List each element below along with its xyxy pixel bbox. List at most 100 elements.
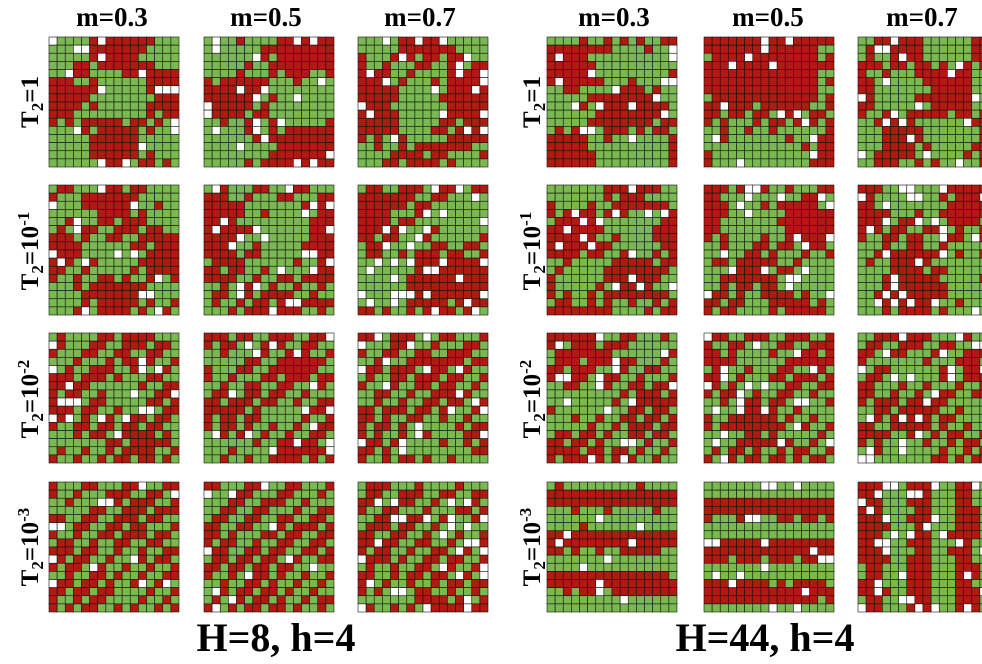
lattice-cell — [793, 306, 802, 316]
lattice-cell — [138, 93, 147, 103]
lattice-cell — [252, 522, 262, 532]
lattice-cell — [768, 36, 778, 46]
lattice-cell — [64, 44, 74, 54]
lattice-cell — [652, 93, 662, 103]
lattice-cell — [793, 241, 802, 251]
lattice-cell — [817, 36, 827, 46]
lattice-cell — [203, 233, 213, 243]
lattice-cell — [73, 389, 82, 399]
lattice-cell — [760, 241, 770, 251]
lattice-cell — [48, 200, 58, 210]
lattice-cell — [113, 192, 123, 202]
lattice-cell — [979, 200, 982, 210]
lattice-cell — [793, 209, 802, 218]
lattice-cell — [97, 158, 107, 168]
lattice-cell — [873, 85, 883, 95]
lattice-cell — [73, 257, 82, 267]
lattice-cell — [571, 200, 580, 210]
lattice-cell — [81, 438, 90, 448]
lattice-cell — [301, 142, 310, 152]
lattice-cell — [382, 389, 391, 399]
lattice-cell — [170, 438, 180, 448]
lattice-cell — [252, 546, 262, 556]
lattice-cell — [963, 85, 973, 95]
lattice-cell — [619, 397, 629, 407]
lattice-cell — [455, 603, 464, 613]
lattice-cell — [793, 61, 802, 70]
lattice-cell — [357, 298, 367, 308]
lattice-cell — [587, 454, 597, 464]
lattice-cell — [619, 217, 629, 226]
lattice-cell — [301, 595, 310, 605]
lattice-cell — [105, 587, 115, 597]
lattice-cell — [317, 184, 327, 194]
lattice-cell — [825, 85, 835, 95]
lattice-cell — [293, 184, 302, 194]
lattice-cell — [719, 290, 729, 300]
lattice-cell — [146, 357, 155, 366]
lattice-cell — [211, 554, 221, 564]
lattice-cell — [129, 200, 139, 210]
lattice-cell — [373, 184, 383, 194]
lattice-cell — [906, 36, 916, 46]
lattice-snapshot — [546, 332, 678, 464]
lattice-cell — [603, 225, 613, 235]
lattice-cell — [113, 546, 123, 556]
lattice-cell — [595, 200, 605, 210]
lattice-cell — [260, 497, 270, 507]
lattice-cell — [817, 373, 827, 383]
lattice-cell — [890, 282, 899, 291]
lattice-cell — [471, 274, 481, 283]
lattice-cell — [89, 85, 99, 95]
lattice-cell — [668, 413, 678, 423]
lattice-cell — [309, 192, 319, 202]
lattice-cell — [627, 101, 637, 111]
lattice-cell — [219, 158, 229, 168]
lattice-cell — [471, 481, 481, 491]
lattice-cell — [48, 158, 58, 168]
lattice-cell — [660, 184, 670, 194]
lattice-cell — [865, 126, 875, 135]
lattice-cell — [579, 438, 588, 448]
lattice-cell — [89, 554, 99, 564]
lattice-cell — [146, 142, 155, 152]
lattice-cell — [611, 69, 621, 78]
lattice-cell — [471, 265, 481, 275]
lattice-cell — [309, 562, 319, 572]
lattice-cell — [105, 571, 115, 580]
lattice-cell — [447, 265, 456, 275]
lattice-cell — [236, 446, 245, 456]
lattice-cell — [73, 562, 82, 572]
lattice-cell — [301, 489, 310, 499]
lattice-cell — [719, 225, 729, 235]
lattice-cell — [430, 306, 440, 316]
lattice-cell — [113, 306, 123, 316]
lattice-cell — [865, 101, 875, 111]
lattice-cell — [619, 150, 629, 160]
lattice-cell — [56, 405, 66, 415]
lattice-cell — [438, 306, 448, 316]
lattice-cell — [325, 506, 335, 515]
lattice-cell — [784, 109, 794, 119]
lattice-cell — [73, 397, 82, 407]
lattice-cell — [479, 126, 489, 135]
lattice-cell — [668, 430, 678, 439]
lattice-cell — [890, 117, 899, 127]
lattice-cell — [48, 454, 58, 464]
lattice-cell — [268, 389, 278, 399]
lattice-cell — [744, 274, 754, 283]
lattice-cell — [317, 481, 327, 491]
lattice-cell — [668, 36, 678, 46]
lattice-cell — [801, 158, 810, 168]
lattice-cell — [938, 290, 948, 300]
lattice-cell — [776, 306, 786, 316]
lattice-cell — [587, 381, 597, 391]
lattice-cell — [736, 217, 745, 226]
lattice-cell — [947, 217, 956, 226]
lattice-cell — [276, 69, 286, 78]
lattice-cell — [660, 381, 670, 391]
lattice-cell — [219, 282, 229, 291]
lattice-cell — [652, 150, 662, 160]
lattice-cell — [455, 184, 464, 194]
lattice-cell — [219, 126, 229, 135]
